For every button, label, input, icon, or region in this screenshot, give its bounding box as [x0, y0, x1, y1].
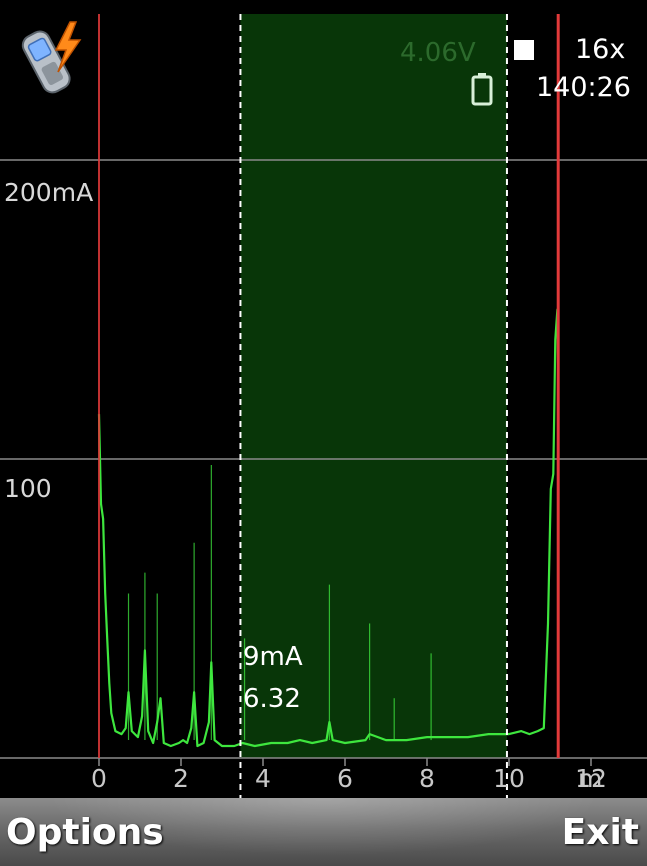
zoom-level: 16x: [575, 34, 626, 65]
stop-square-icon[interactable]: [514, 40, 534, 60]
phone-lightning-icon: [21, 21, 82, 94]
exit-softkey[interactable]: Exit: [561, 812, 639, 853]
selection-avg-current: 9mA: [243, 642, 303, 672]
battery-icon: [471, 73, 493, 106]
softkey-bar: Options Exit: [0, 798, 647, 866]
x-tick-label-10: 10: [493, 764, 525, 793]
battery-voltage: 4.06V: [400, 38, 476, 68]
selection-avg-charge: 6.32: [243, 684, 301, 714]
x-tick-label-6: 6: [337, 764, 353, 793]
x-tick-label-4: 4: [255, 764, 271, 793]
x-tick-label-8: 8: [419, 764, 435, 793]
x-tick-label-0: 0: [91, 764, 107, 793]
current-graph[interactable]: [0, 0, 647, 798]
y-axis-label-100: 100: [4, 474, 52, 503]
elapsed-time: 140:26: [536, 72, 631, 103]
x-tick-label-12: 12: [575, 764, 607, 793]
options-softkey[interactable]: Options: [6, 812, 164, 853]
selection-band: [240, 14, 507, 758]
current-trace: [97, 308, 560, 748]
x-tick-label-2: 2: [173, 764, 189, 793]
softkey-bar-sheen: [0, 798, 647, 866]
y-axis-label-200: 200mA: [4, 178, 94, 207]
x-axis-unit: m: [578, 764, 603, 793]
